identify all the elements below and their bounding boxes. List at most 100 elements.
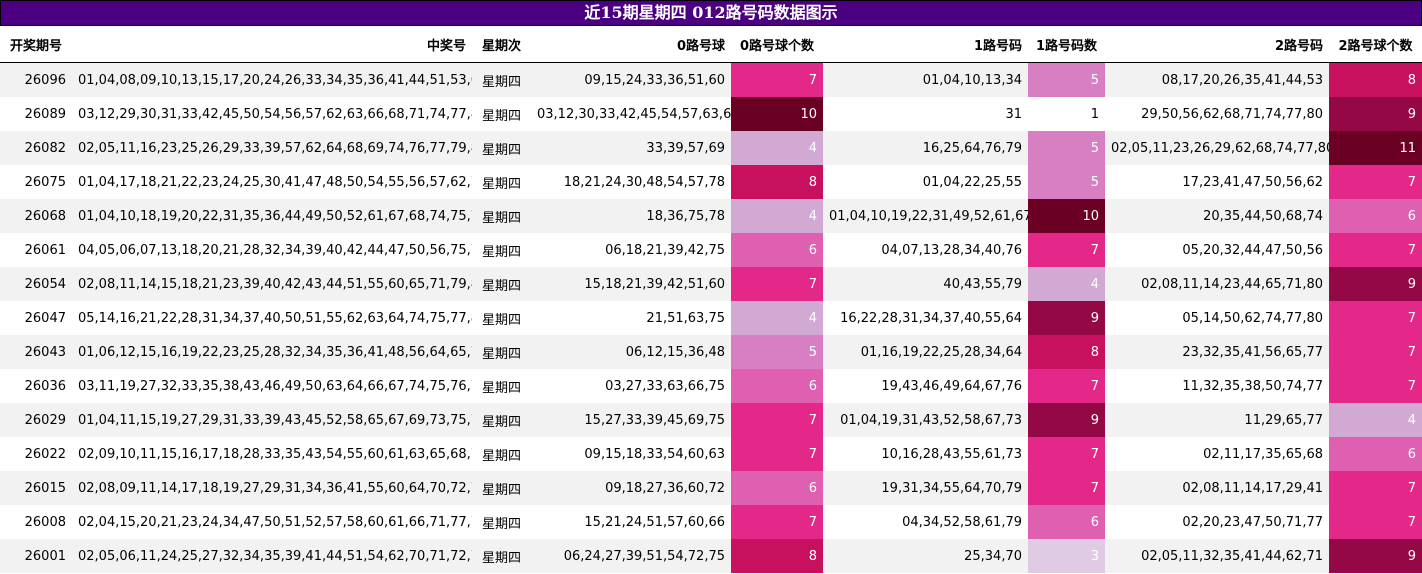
table-row: 26089 03,12,29,30,31,33,42,45,50,54,56,57…: [0, 97, 1422, 131]
cell-road2-count: 9: [1329, 267, 1422, 301]
cell-road2-numbers: 02,08,11,14,17,29,41: [1105, 471, 1329, 505]
cell-road1-numbers: 01,04,19,31,43,52,58,67,73: [823, 403, 1028, 437]
cell-road2-count: 7: [1329, 471, 1422, 505]
cell-issue: 26008: [0, 505, 72, 539]
table-header-row: 开奖期号 中奖号 星期次 0路号球 0路号球个数 1路号码 1路号码数 2路号码…: [0, 26, 1422, 63]
cell-weekday: 星期四: [472, 267, 531, 301]
cell-road0-numbers: 09,15,24,33,36,51,60: [531, 62, 731, 97]
cell-road0-numbers: 06,18,21,39,42,75: [531, 233, 731, 267]
cell-road0-numbers: 03,27,33,63,66,75: [531, 369, 731, 403]
header-weekday: 星期次: [472, 26, 531, 63]
cell-road2-count: 7: [1329, 233, 1422, 267]
cell-winning-numbers: 03,11,19,27,32,33,35,38,43,46,49,50,63,6…: [72, 369, 472, 403]
cell-road0-count: 4: [731, 301, 823, 335]
cell-weekday: 星期四: [472, 199, 531, 233]
cell-road1-numbers: 19,31,34,55,64,70,79: [823, 471, 1028, 505]
cell-winning-numbers: 02,08,09,11,14,17,18,19,27,29,31,34,36,4…: [72, 471, 472, 505]
cell-road1-count: 3: [1028, 539, 1105, 573]
cell-road2-numbers: 17,23,41,47,50,56,62: [1105, 165, 1329, 199]
cell-road2-numbers: 02,05,11,32,35,41,44,62,71: [1105, 539, 1329, 573]
cell-weekday: 星期四: [472, 97, 531, 131]
cell-winning-numbers: 01,04,17,18,21,22,23,24,25,30,41,47,48,5…: [72, 165, 472, 199]
cell-weekday: 星期四: [472, 471, 531, 505]
cell-issue: 26022: [0, 437, 72, 471]
cell-road2-numbers: 02,05,11,23,26,29,62,68,74,77,80: [1105, 131, 1329, 165]
header-road2: 2路号码: [1105, 26, 1329, 63]
cell-road2-numbers: 11,29,65,77: [1105, 403, 1329, 437]
cell-road2-count: 7: [1329, 335, 1422, 369]
cell-road2-numbers: 02,20,23,47,50,71,77: [1105, 505, 1329, 539]
header-road0: 0路号球: [531, 26, 731, 63]
cell-winning-numbers: 02,08,11,14,15,18,21,23,39,40,42,43,44,5…: [72, 267, 472, 301]
cell-issue: 26036: [0, 369, 72, 403]
cell-road2-numbers: 20,35,44,50,68,74: [1105, 199, 1329, 233]
cell-issue: 26075: [0, 165, 72, 199]
cell-road1-count: 7: [1028, 369, 1105, 403]
table-row: 26054 02,08,11,14,15,18,21,23,39,40,42,43…: [0, 267, 1422, 301]
cell-issue: 26082: [0, 131, 72, 165]
cell-issue: 26015: [0, 471, 72, 505]
cell-road1-count: 4: [1028, 267, 1105, 301]
table-row: 26022 02,09,10,11,15,16,17,18,28,33,35,43…: [0, 437, 1422, 471]
cell-road0-count: 7: [731, 62, 823, 97]
cell-winning-numbers: 01,04,10,18,19,20,22,31,35,36,44,49,50,5…: [72, 199, 472, 233]
cell-road0-count: 7: [731, 403, 823, 437]
cell-road0-count: 7: [731, 437, 823, 471]
cell-road1-numbers: 01,04,22,25,55: [823, 165, 1028, 199]
cell-road0-numbers: 18,21,24,30,48,54,57,78: [531, 165, 731, 199]
table-row: 26061 04,05,06,07,13,18,20,21,28,32,34,39…: [0, 233, 1422, 267]
cell-road1-numbers: 04,34,52,58,61,79: [823, 505, 1028, 539]
cell-road2-count: 6: [1329, 437, 1422, 471]
cell-road2-numbers: 23,32,35,41,56,65,77: [1105, 335, 1329, 369]
cell-road1-numbers: 01,04,10,19,22,31,49,52,61,67: [823, 199, 1028, 233]
cell-road1-count: 5: [1028, 131, 1105, 165]
cell-road2-count: 7: [1329, 165, 1422, 199]
cell-road1-numbers: 40,43,55,79: [823, 267, 1028, 301]
cell-road1-numbers: 01,16,19,22,25,28,34,64: [823, 335, 1028, 369]
cell-road0-numbers: 09,15,18,33,54,60,63: [531, 437, 731, 471]
cell-weekday: 星期四: [472, 505, 531, 539]
cell-road2-count: 4: [1329, 403, 1422, 437]
table-row: 26008 02,04,15,20,21,23,24,34,47,50,51,52…: [0, 505, 1422, 539]
cell-road0-numbers: 18,36,75,78: [531, 199, 731, 233]
cell-road0-numbers: 15,18,21,39,42,51,60: [531, 267, 731, 301]
header-numbers: 中奖号: [72, 26, 472, 63]
cell-road1-count: 5: [1028, 165, 1105, 199]
page-title: 近15期星期四 012路号码数据图示: [0, 0, 1422, 26]
cell-weekday: 星期四: [472, 403, 531, 437]
cell-road1-count: 1: [1028, 97, 1105, 131]
cell-issue: 26096: [0, 62, 72, 97]
cell-road0-count: 6: [731, 369, 823, 403]
table-row: 26043 01,06,12,15,16,19,22,23,25,28,32,34…: [0, 335, 1422, 369]
cell-road1-numbers: 04,07,13,28,34,40,76: [823, 233, 1028, 267]
cell-road2-numbers: 02,11,17,35,65,68: [1105, 437, 1329, 471]
cell-road0-count: 10: [731, 97, 823, 131]
cell-road0-count: 6: [731, 233, 823, 267]
cell-road1-numbers: 10,16,28,43,55,61,73: [823, 437, 1028, 471]
cell-winning-numbers: 02,04,15,20,21,23,24,34,47,50,51,52,57,5…: [72, 505, 472, 539]
cell-road1-numbers: 25,34,70: [823, 539, 1028, 573]
cell-road1-count: 7: [1028, 471, 1105, 505]
cell-road1-count: 7: [1028, 437, 1105, 471]
cell-road0-numbers: 06,12,15,36,48: [531, 335, 731, 369]
table-body: 26096 01,04,08,09,10,13,15,17,20,24,26,33…: [0, 62, 1422, 573]
cell-road2-numbers: 29,50,56,62,68,71,74,77,80: [1105, 97, 1329, 131]
cell-road1-count: 8: [1028, 335, 1105, 369]
header-issue: 开奖期号: [0, 26, 72, 63]
table-row: 26029 01,04,11,15,19,27,29,31,33,39,43,45…: [0, 403, 1422, 437]
cell-road2-count: 8: [1329, 62, 1422, 97]
cell-road0-count: 7: [731, 267, 823, 301]
cell-road0-numbers: 21,51,63,75: [531, 301, 731, 335]
cell-road1-numbers: 01,04,10,13,34: [823, 62, 1028, 97]
cell-road0-count: 8: [731, 165, 823, 199]
table-row: 26036 03,11,19,27,32,33,35,38,43,46,49,50…: [0, 369, 1422, 403]
cell-issue: 26029: [0, 403, 72, 437]
cell-weekday: 星期四: [472, 335, 531, 369]
cell-issue: 26054: [0, 267, 72, 301]
cell-winning-numbers: 01,04,11,15,19,27,29,31,33,39,43,45,52,5…: [72, 403, 472, 437]
cell-winning-numbers: 02,05,11,16,23,25,26,29,33,39,57,62,64,6…: [72, 131, 472, 165]
cell-road0-count: 5: [731, 335, 823, 369]
cell-winning-numbers: 05,14,16,21,22,28,31,34,37,40,50,51,55,6…: [72, 301, 472, 335]
cell-road2-numbers: 02,08,11,14,23,44,65,71,80: [1105, 267, 1329, 301]
cell-road1-count: 7: [1028, 233, 1105, 267]
